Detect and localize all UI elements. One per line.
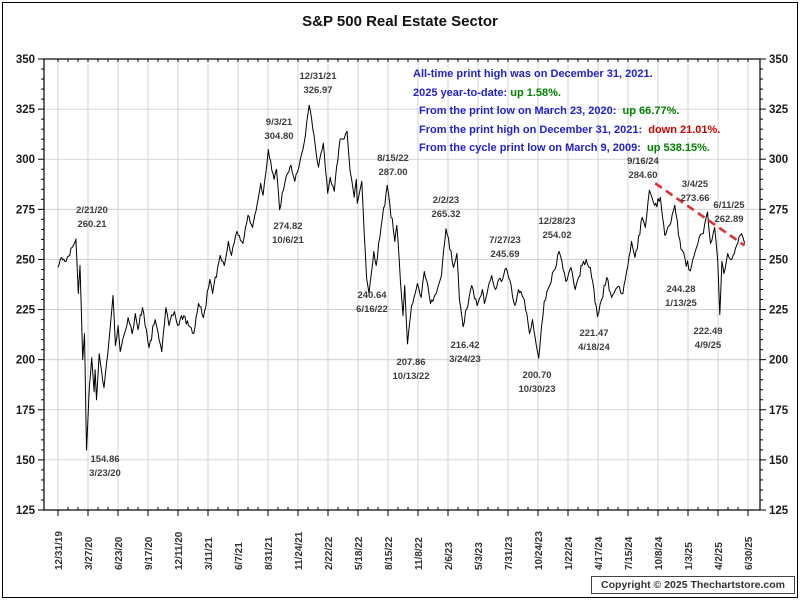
svg-text:4/2/25: 4/2/25 xyxy=(714,542,725,570)
svg-text:225: 225 xyxy=(769,305,789,317)
svg-text:300: 300 xyxy=(16,154,35,166)
svg-text:200: 200 xyxy=(769,355,788,367)
chart-annotation: 222.49 4/9/25 xyxy=(693,326,723,351)
svg-text:275: 275 xyxy=(769,204,789,216)
svg-text:10/24/23: 10/24/23 xyxy=(534,531,545,570)
chart-annotation: 244.28 1/13/25 xyxy=(665,284,697,309)
chart-annotation: 221.47 4/18/24 xyxy=(578,328,610,353)
summary-line: From the cycle print low on March 9, 200… xyxy=(419,142,710,154)
svg-text:8/15/22: 8/15/22 xyxy=(384,536,395,570)
svg-text:250: 250 xyxy=(16,254,35,266)
svg-text:6/7/21: 6/7/21 xyxy=(234,542,245,570)
summary-line: All-time print high was on December 31, … xyxy=(413,68,653,80)
svg-text:200: 200 xyxy=(16,355,35,367)
chart-annotation: 9/16/24 284.60 xyxy=(627,156,659,181)
svg-text:3/11/21: 3/11/21 xyxy=(204,537,215,570)
chart-annotation: 9/3/21 304.80 xyxy=(264,117,294,142)
axis-ticks xyxy=(38,58,766,516)
svg-text:250: 250 xyxy=(769,254,788,266)
svg-text:11/8/22: 11/8/22 xyxy=(414,537,425,570)
gridlines xyxy=(44,59,760,510)
svg-text:5/3/23: 5/3/23 xyxy=(474,542,485,570)
svg-text:3/27/20: 3/27/20 xyxy=(84,536,95,570)
plot-border xyxy=(43,58,761,511)
svg-text:300: 300 xyxy=(769,154,788,166)
svg-text:4/17/24: 4/17/24 xyxy=(594,536,605,570)
svg-text:325: 325 xyxy=(16,104,36,116)
summary-line: From the print high on December 31, 2021… xyxy=(419,123,721,136)
chart-annotation: 6/11/25 262.89 xyxy=(713,200,745,225)
svg-text:7/15/24: 7/15/24 xyxy=(624,536,635,570)
svg-text:275: 275 xyxy=(16,204,36,216)
svg-text:12/31/19: 12/31/19 xyxy=(54,531,65,570)
svg-text:12/11/20: 12/11/20 xyxy=(174,531,185,570)
copyright-label: Copyright © 2025 Thechartstore.com xyxy=(591,576,795,594)
svg-text:150: 150 xyxy=(16,455,35,467)
svg-text:8/31/21: 8/31/21 xyxy=(264,536,275,570)
chart-annotation: 200.70 10/30/23 xyxy=(518,370,556,395)
svg-text:7/31/23: 7/31/23 xyxy=(504,536,515,570)
chart-annotation: 8/15/22 287.00 xyxy=(377,153,409,178)
summary-line: From the print low on March 23, 2020: up… xyxy=(419,105,680,117)
chart-annotation: 12/31/21 326.97 xyxy=(299,71,337,96)
downtrend-line xyxy=(654,182,746,247)
x-axis-labels: 12/31/19 3/27/20 6/23/20 9/17/20 12/11/20 3/1… xyxy=(54,531,755,570)
svg-text:6/23/20: 6/23/20 xyxy=(114,536,125,570)
summary-line: 2025 year-to-date: up 1.58%. xyxy=(413,86,561,99)
y-axis-labels: 350 350 325 325 300 300 275 275 250 250 225 225 200 2… xyxy=(16,54,789,517)
svg-text:1/3/25: 1/3/25 xyxy=(684,542,695,570)
svg-text:325: 325 xyxy=(769,104,789,116)
chart-annotation: 7/27/23 245.69 xyxy=(489,235,521,260)
svg-text:350: 350 xyxy=(16,54,35,66)
svg-text:9/17/20: 9/17/20 xyxy=(144,536,155,570)
chart-annotation: 2/21/20 260.21 xyxy=(76,205,108,230)
svg-text:2/22/22: 2/22/22 xyxy=(324,536,335,570)
price-line xyxy=(57,104,746,451)
chart-annotation: 207.86 10/13/22 xyxy=(392,357,430,382)
chart-annotation: 12/28/23 254.02 xyxy=(538,216,576,241)
svg-text:125: 125 xyxy=(16,505,36,517)
svg-text:2/6/23: 2/6/23 xyxy=(444,542,455,570)
svg-text:1/22/24: 1/22/24 xyxy=(564,536,575,570)
chart-annotation: 154.86 3/23/20 xyxy=(89,454,121,479)
svg-text:6/30/25: 6/30/25 xyxy=(744,536,755,570)
svg-text:125: 125 xyxy=(769,505,789,517)
svg-text:175: 175 xyxy=(769,405,789,417)
chart-annotation: 240.64 6/16/22 xyxy=(356,290,388,315)
svg-text:10/8/24: 10/8/24 xyxy=(654,536,665,570)
svg-text:175: 175 xyxy=(16,405,36,417)
chart-annotation: 2/2/23 265.32 xyxy=(431,195,461,220)
performance-summary: All-time print high was on December 31, … xyxy=(413,65,720,158)
svg-text:225: 225 xyxy=(16,305,36,317)
chart-annotation: 274.82 10/6/21 xyxy=(272,221,304,246)
chart-title: S&P 500 Real Estate Sector xyxy=(302,13,498,30)
chart-annotation: 216.42 3/24/23 xyxy=(449,340,481,365)
svg-text:350: 350 xyxy=(769,54,788,66)
chart-annotation: 3/4/25 273.66 xyxy=(680,179,710,204)
svg-text:5/18/22: 5/18/22 xyxy=(354,536,365,570)
svg-text:11/24/21: 11/24/21 xyxy=(294,531,305,570)
svg-text:150: 150 xyxy=(769,455,788,467)
